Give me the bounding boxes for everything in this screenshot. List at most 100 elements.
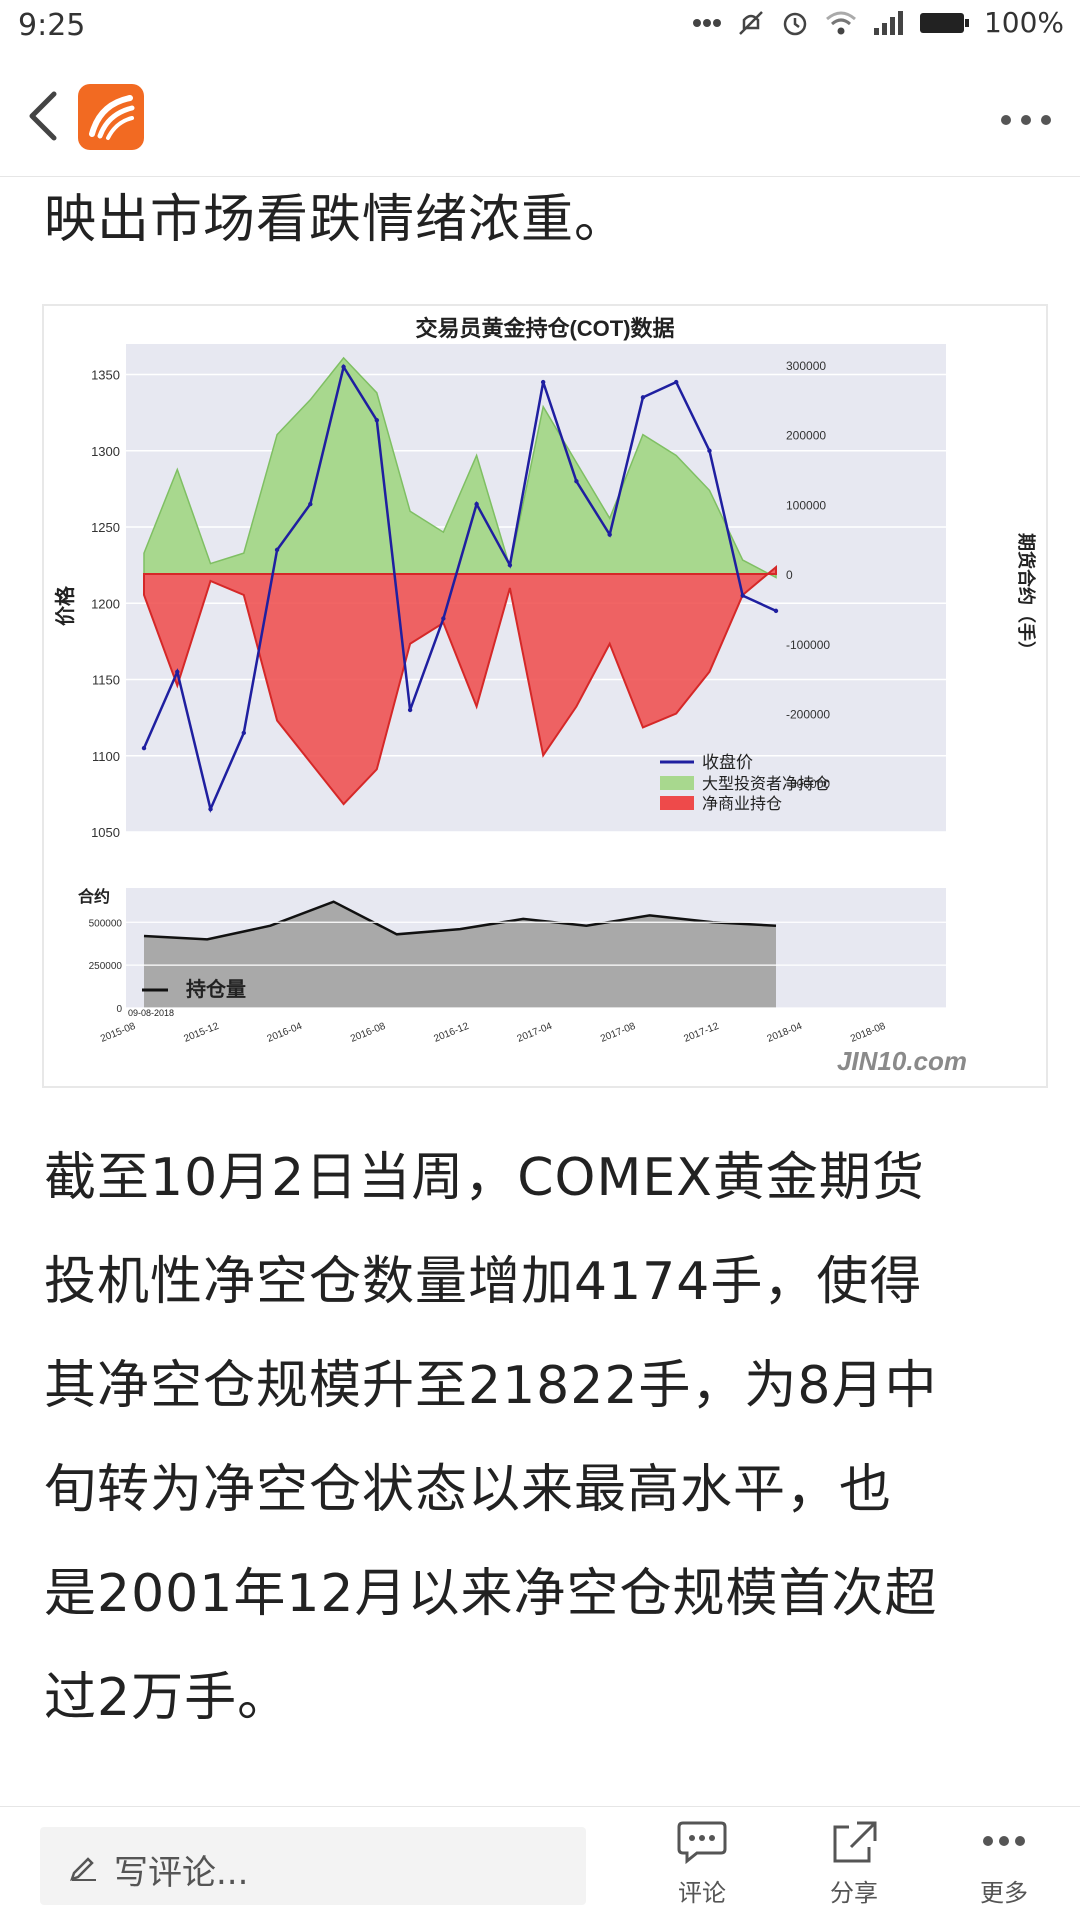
price-point (407, 707, 413, 713)
share-button[interactable]: 分享 (804, 1819, 904, 1908)
price-point (141, 745, 147, 751)
oi-legend: 持仓量 (186, 977, 246, 1001)
right-tick-label: 0 (786, 568, 793, 582)
oi-tick-label: 0 (116, 1004, 122, 1015)
comment-icon (677, 1821, 727, 1865)
status-time: 9:25 (18, 8, 86, 43)
app-logo-icon[interactable] (78, 84, 144, 150)
left-tick-label: 1050 (91, 825, 120, 840)
comment-input[interactable]: 写评论... (40, 1827, 586, 1905)
article-line: 是2001年12月以来净空仓规模首次超 (44, 1564, 938, 1624)
price-point (707, 448, 712, 453)
wifi-icon (825, 11, 856, 34)
x-tick-label: 2017-08 (599, 1021, 638, 1045)
nav-bar (0, 56, 1080, 177)
price-point (607, 532, 612, 537)
series-area-net-commercial (143, 564, 777, 806)
legend-price: 收盘价 (702, 753, 753, 772)
oi-date-note: 09-08-2018 (128, 1008, 174, 1018)
price-point (474, 501, 479, 507)
price-point (274, 547, 280, 553)
price-point (640, 395, 646, 400)
oi-tick-label: 250000 (89, 961, 123, 972)
legend-swatch-net-commercial (660, 796, 694, 810)
series-area-open-interest (144, 901, 776, 1008)
left-tick-label: 1100 (92, 749, 120, 764)
oi-axis-label: 合约 (78, 887, 110, 906)
more-dots-icon[interactable] (1000, 114, 1052, 126)
pencil-icon (70, 1857, 96, 1881)
legend-net-long: 大型投资者净持仓 (702, 775, 830, 793)
more-button-label: 更多 (980, 1879, 1028, 1907)
x-tick-label: 2015-08 (99, 1021, 138, 1045)
right-tick-label: 300000 (786, 359, 826, 373)
x-tick-label: 2015-12 (182, 1021, 221, 1045)
right-axis-label: 期货合约（手） (1016, 533, 1037, 659)
price-point (740, 593, 745, 598)
x-tick-label: 2016-12 (432, 1021, 471, 1045)
x-tick-label: 2018-04 (766, 1021, 805, 1045)
chevron-left-icon[interactable] (22, 86, 66, 146)
x-tick-label: 2016-08 (349, 1021, 388, 1045)
dots-icon (692, 18, 721, 27)
battery-percent: 100% (983, 6, 1064, 39)
price-point (175, 669, 180, 675)
right-tick-label: -100000 (786, 638, 830, 652)
chart-title: 交易员黄金持仓(COT)数据 (415, 316, 674, 341)
article-paragraph-2: 截至10月2日当周，COMEX黄金期货 投机性净空仓数量增加4174手，使得 其… (44, 1126, 1044, 1750)
x-tick-label: 2017-12 (682, 1021, 721, 1045)
bottom-bar: 写评论... 评论 分享 更多 (0, 1806, 1080, 1921)
cot-chart: 交易员黄金持仓(COT)数据 1350 1300 1250 1200 1150 1100 1… (53, 316, 1037, 1076)
status-bar: 9:25 100% (0, 0, 1080, 56)
price-point (308, 501, 313, 507)
article-line: 投机性净空仓数量增加4174手，使得 (44, 1252, 923, 1312)
price-point (241, 730, 246, 736)
legend-net-commercial: 净商业持仓 (702, 795, 782, 813)
right-tick-label: -200000 (786, 707, 830, 721)
alarm-icon (783, 12, 807, 35)
legend-swatch-net-long (660, 776, 694, 790)
series-area-net-long (143, 356, 777, 579)
right-tick-label: 200000 (786, 429, 826, 443)
right-tick-label: -300000 (786, 777, 830, 791)
share-icon (833, 1821, 877, 1863)
article-line: 旬转为净空仓状态以来最高水平，也 (44, 1460, 893, 1520)
price-point (441, 616, 446, 621)
share-button-label: 分享 (830, 1879, 878, 1907)
status-icons: 100% (692, 6, 1064, 39)
series-line-open-interest (143, 900, 777, 941)
oi-tick-label: 500000 (89, 918, 123, 929)
comment-placeholder: 写评论... (114, 1853, 249, 1893)
left-axis-label: 价格 (53, 585, 77, 626)
price-point (773, 608, 779, 614)
series-line-price (142, 363, 777, 814)
price-point (674, 379, 679, 385)
left-tick-label: 1200 (91, 596, 120, 611)
article-line: 截至10月2日当周，COMEX黄金期货 (44, 1148, 925, 1208)
x-tick-label: 2017-04 (516, 1021, 555, 1045)
comment-button-label: 评论 (678, 1879, 726, 1907)
price-point (374, 418, 380, 423)
chart-watermark: JIN10.com (837, 1046, 967, 1076)
signal-icon (873, 10, 903, 35)
article-line: 其净空仓规模升至21822手，为8月中 (44, 1356, 938, 1416)
more-dots-icon (983, 1836, 1025, 1846)
cot-chart-figure: 交易员黄金持仓(COT)数据 1350 1300 1250 1200 1150 1100 1… (42, 304, 1048, 1088)
battery-icon (919, 12, 969, 33)
price-point (507, 562, 513, 568)
x-tick-label: 2016-04 (266, 1021, 305, 1045)
left-tick-label: 1300 (91, 444, 120, 459)
x-tick-label: 2018-08 (849, 1021, 888, 1045)
price-point (574, 479, 579, 484)
comment-button[interactable]: 评论 (652, 1819, 752, 1908)
left-tick-label: 1150 (92, 673, 120, 688)
price-point (208, 806, 213, 812)
right-tick-label: 100000 (786, 498, 826, 512)
mute-icon (739, 10, 763, 35)
price-point (540, 379, 546, 385)
more-button[interactable]: 更多 (954, 1819, 1054, 1908)
left-tick-label: 1350 (91, 368, 120, 383)
article-paragraph: 映出市场看跌情绪浓重。 (44, 190, 628, 250)
article-line: 过2万手。 (44, 1668, 291, 1728)
left-tick-label: 1250 (91, 520, 120, 535)
